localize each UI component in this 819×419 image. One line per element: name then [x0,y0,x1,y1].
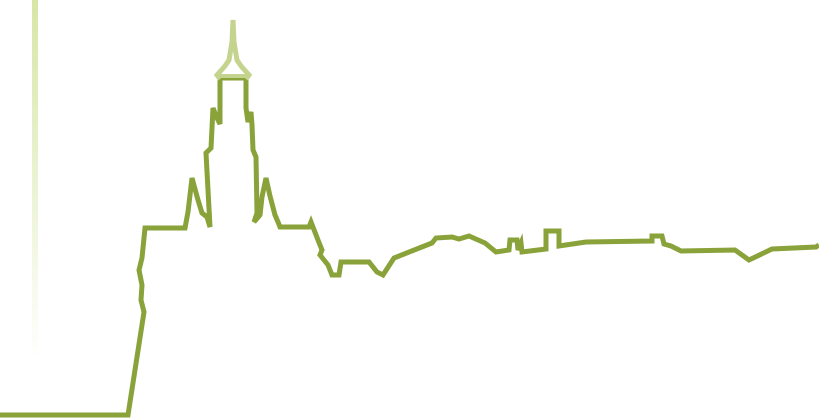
accent-bar [32,0,38,362]
skyline-outline [0,75,819,418]
spire-tip [213,19,253,81]
